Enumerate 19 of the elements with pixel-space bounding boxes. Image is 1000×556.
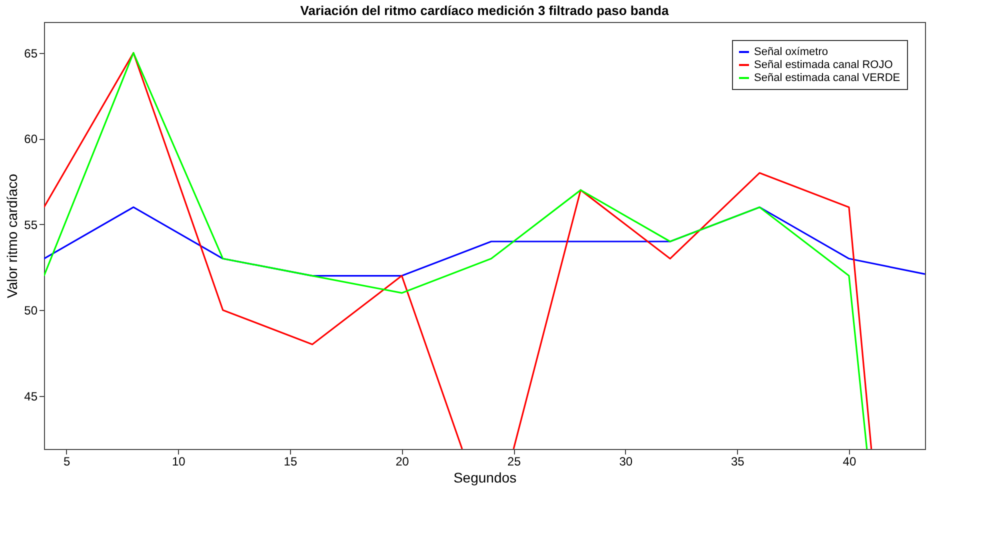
y-axis-title: Valor ritmo cardíaco: [4, 174, 20, 298]
x-tick-label: 5: [64, 454, 71, 468]
x-tick-label: 15: [284, 454, 298, 468]
y-tick-label: 60: [24, 132, 38, 146]
x-tick-label: 10: [172, 454, 186, 468]
legend-label: Señal oxímetro: [754, 46, 828, 58]
x-tick-label: 35: [730, 454, 745, 468]
legend-label: Señal estimada canal VERDE: [754, 72, 900, 84]
x-tick-label: 40: [842, 454, 856, 468]
y-tick-label: 45: [24, 389, 38, 404]
x-axis-title: Segundos: [453, 470, 517, 486]
y-tick-label: 50: [24, 304, 38, 318]
y-tick-label: 65: [24, 46, 38, 60]
x-tick-label: 30: [619, 454, 633, 468]
y-tick-label: 55: [24, 218, 38, 232]
x-tick-label: 20: [396, 454, 410, 468]
x-tick-label: 25: [507, 454, 522, 468]
legend-label: Señal estimada canal ROJO: [754, 59, 894, 71]
chart-title: Variación del ritmo cardíaco medición 3 filtrado paso banda: [300, 3, 670, 18]
